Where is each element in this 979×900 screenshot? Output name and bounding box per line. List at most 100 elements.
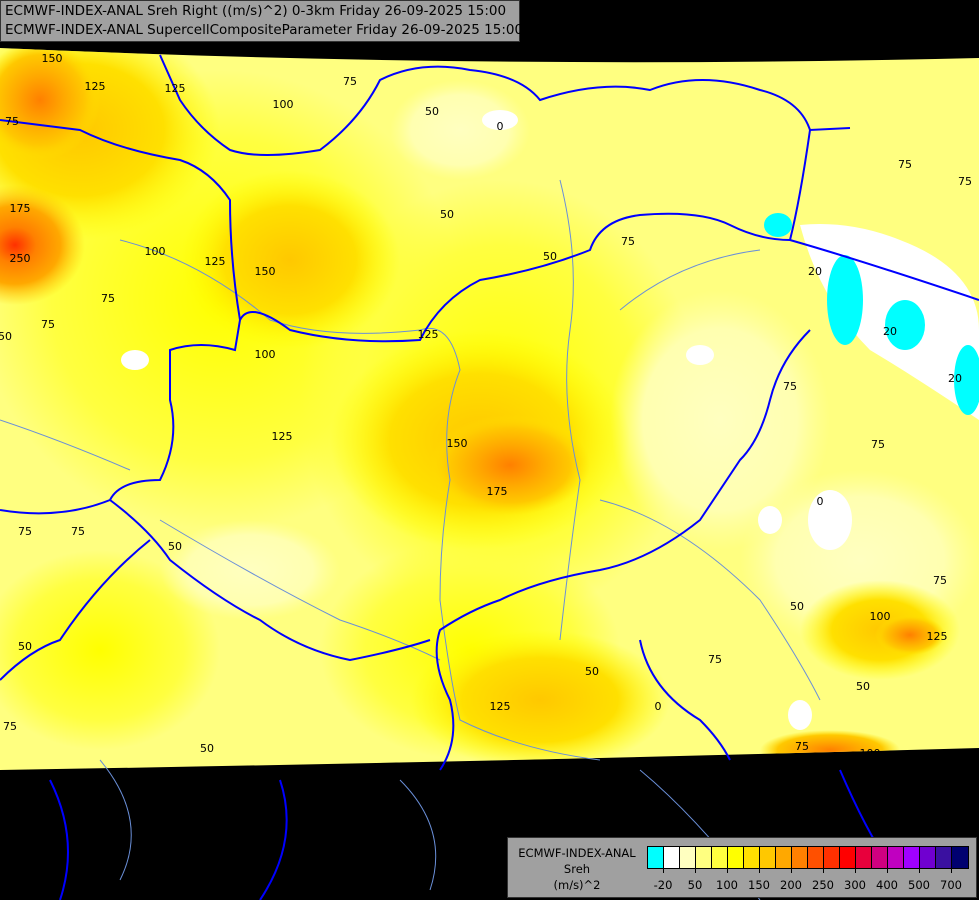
contour-label: 50: [18, 640, 32, 653]
legend-tick-label: 700: [940, 878, 962, 892]
legend-model: ECMWF-INDEX-ANAL: [518, 846, 636, 860]
legend-swatch: [744, 847, 760, 868]
legend-swatch: [696, 847, 712, 868]
contour-label: 125: [490, 700, 511, 713]
contour-label: 75: [958, 175, 972, 188]
legend-swatch: [856, 847, 872, 868]
legend-swatch: [904, 847, 920, 868]
contour-label: 175: [487, 485, 508, 498]
legend-tick-label: 200: [780, 878, 802, 892]
contour-label: 75: [3, 720, 17, 733]
legend-tick-label: 500: [908, 878, 930, 892]
legend-tick-mark: [823, 868, 824, 873]
legend-swatch: [680, 847, 696, 868]
contour-label: 125: [165, 82, 186, 95]
legend-unit: (m/s)^2: [553, 878, 601, 892]
legend-swatch: [776, 847, 792, 868]
contour-label: 75: [708, 653, 722, 666]
legend-tick-mark: [695, 868, 696, 873]
contour-label: 175: [10, 202, 31, 215]
contour-label: 150: [42, 52, 63, 65]
title-line-1: ECMWF-INDEX-ANAL Sreh Right ((m/s)^2) 0-…: [5, 3, 507, 19]
legend-tick-mark: [727, 868, 728, 873]
legend-swatch: [664, 847, 680, 868]
contour-label: 75: [41, 318, 55, 331]
legend-swatch: [824, 847, 840, 868]
contour-label: 50: [200, 742, 214, 755]
legend-tick-mark: [855, 868, 856, 873]
legend-swatch: [728, 847, 744, 868]
contour-label: 75: [933, 574, 947, 587]
contour-labels: 150 125 125 75 100 75 50 0 175 250 100 125 150 75 75 10…: [0, 52, 972, 760]
legend-tick-mark: [951, 868, 952, 873]
legend-tick-label: 250: [812, 878, 834, 892]
contour-label: 0: [497, 120, 504, 133]
legend-swatch: [712, 847, 728, 868]
contour-label: 75: [18, 525, 32, 538]
contour-label: 100: [255, 348, 276, 361]
legend-swatch: [760, 847, 776, 868]
contour-label: 50: [585, 665, 599, 678]
contour-label: 20: [808, 265, 822, 278]
contour-label: 75: [343, 75, 357, 88]
contour-label: 50: [168, 540, 182, 553]
contour-label: 75: [795, 740, 809, 753]
legend-ticks: -20 50 100 150 200 250 300 400 500 700: [647, 868, 969, 896]
legend-swatch: [792, 847, 808, 868]
legend-tick-mark: [663, 868, 664, 873]
legend-colorbar: [647, 846, 969, 869]
legend-tick-label: 300: [844, 878, 866, 892]
contour-label: 150: [447, 437, 468, 450]
color-legend: ECMWF-INDEX-ANAL Sreh (m/s)^2 -20 50 100 15…: [507, 837, 977, 898]
contour-label: 125: [272, 430, 293, 443]
legend-swatch: [840, 847, 856, 868]
map-title: ECMWF-INDEX-ANAL Sreh Right ((m/s)^2) 0-…: [0, 0, 524, 42]
contour-label: 100: [860, 747, 881, 760]
contour-label: 75: [783, 380, 797, 393]
contour-label: 150: [255, 265, 276, 278]
legend-tick-mark: [887, 868, 888, 873]
legend-swatch: [872, 847, 888, 868]
contour-label: 0: [655, 700, 662, 713]
legend-swatch: [808, 847, 824, 868]
legend-tick-label: 100: [716, 878, 738, 892]
contour-label: 100: [273, 98, 294, 111]
legend-swatch: [920, 847, 936, 868]
contour-label: 250: [10, 252, 31, 265]
legend-variable: Sreh: [563, 862, 591, 876]
contour-label: 20: [883, 325, 897, 338]
legend-swatch: [648, 847, 664, 868]
legend-tick-label: 400: [876, 878, 898, 892]
contour-label: 125: [927, 630, 948, 643]
contour-label: 75: [71, 525, 85, 538]
contour-label: 50: [440, 208, 454, 221]
title-line-2: ECMWF-INDEX-ANAL SupercellCompositeParam…: [5, 22, 524, 38]
contour-label: 100: [870, 610, 891, 623]
contour-label: 75: [101, 292, 115, 305]
contour-label: 50: [425, 105, 439, 118]
legend-caption: ECMWF-INDEX-ANAL Sreh (m/s)^2: [512, 845, 642, 893]
legend-tick-mark: [919, 868, 920, 873]
contour-label: 50: [0, 330, 12, 343]
country-borders: [0, 54, 979, 900]
contour-label: 100: [145, 245, 166, 258]
contour-label: 50: [543, 250, 557, 263]
contour-label: 50: [856, 680, 870, 693]
legend-tick-label: 50: [687, 878, 703, 892]
contour-label: 50: [790, 600, 804, 613]
contour-label: 125: [85, 80, 106, 93]
contour-label: 75: [898, 158, 912, 171]
contour-label: 75: [621, 235, 635, 248]
contour-label: 75: [5, 115, 19, 128]
legend-tick-label: 150: [748, 878, 770, 892]
legend-swatch: [936, 847, 952, 868]
legend-tick-mark: [759, 868, 760, 873]
contour-label: 125: [205, 255, 226, 268]
contour-label: 20: [948, 372, 962, 385]
contour-label: 125: [418, 328, 439, 341]
contour-label: 0: [817, 495, 824, 508]
legend-tick-label: -20: [653, 878, 673, 892]
